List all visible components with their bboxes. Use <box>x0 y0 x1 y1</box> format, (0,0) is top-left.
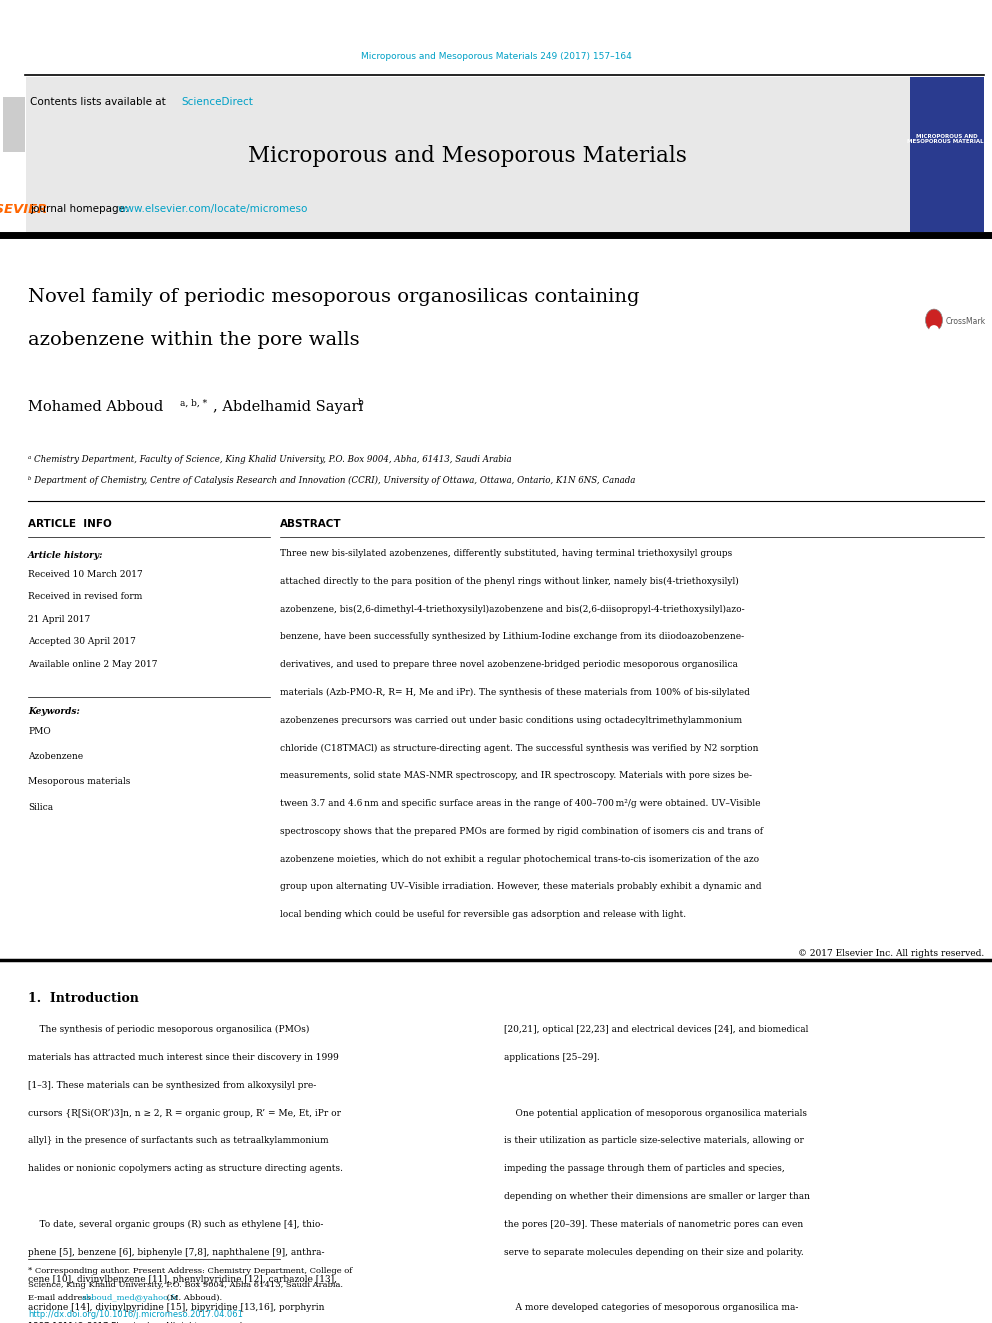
Text: allyl} in the presence of surfactants such as tetraalkylammonium: allyl} in the presence of surfactants su… <box>28 1136 328 1146</box>
Text: the pores [20–39]. These materials of nanometric pores can even: the pores [20–39]. These materials of na… <box>504 1220 804 1229</box>
Text: ᵇ Department of Chemistry, Centre of Catalysis Research and Innovation (CCRI), U: ᵇ Department of Chemistry, Centre of Cat… <box>28 476 635 484</box>
Text: Contents lists available at: Contents lists available at <box>30 97 169 107</box>
Text: journal homepage:: journal homepage: <box>30 204 132 214</box>
Text: group upon alternating UV–Visible irradiation. However, these materials probably: group upon alternating UV–Visible irradi… <box>280 882 762 892</box>
Text: azobenzenes precursors was carried out under basic conditions using octadecyltri: azobenzenes precursors was carried out u… <box>280 716 742 725</box>
Text: Microporous and Mesoporous Materials 249 (2017) 157–164: Microporous and Mesoporous Materials 249… <box>361 53 631 61</box>
Text: azobenzene moieties, which do not exhibit a regular photochemical trans-to-cis i: azobenzene moieties, which do not exhibi… <box>280 855 759 864</box>
Text: CrossMark: CrossMark <box>946 316 986 325</box>
Ellipse shape <box>929 325 939 335</box>
Text: Novel family of periodic mesoporous organosilicas containing: Novel family of periodic mesoporous orga… <box>28 288 640 307</box>
Text: ABSTRACT: ABSTRACT <box>280 519 341 529</box>
Text: E-mail address:: E-mail address: <box>28 1294 96 1302</box>
Text: http://dx.doi.org/10.1016/j.micromeso.2017.04.061: http://dx.doi.org/10.1016/j.micromeso.20… <box>28 1310 243 1319</box>
Text: ARTICLE  INFO: ARTICLE INFO <box>28 519 112 529</box>
Text: One potential application of mesoporous organosilica materials: One potential application of mesoporous … <box>504 1109 807 1118</box>
Text: ELSEVIER: ELSEVIER <box>0 202 49 216</box>
Text: a, b, *: a, b, * <box>180 398 207 407</box>
Text: attached directly to the para position of the phenyl rings without linker, namel: attached directly to the para position o… <box>280 577 739 586</box>
Text: azobenzene within the pore walls: azobenzene within the pore walls <box>28 331 360 349</box>
Text: 1.  Introduction: 1. Introduction <box>28 992 139 1005</box>
Text: cene [10], divinylbenzene [11], phenylpyridine [12], carbazole [13],: cene [10], divinylbenzene [11], phenylpy… <box>28 1275 337 1285</box>
Text: abboud_med@yahoo.fr: abboud_med@yahoo.fr <box>82 1294 179 1302</box>
Text: depending on whether their dimensions are smaller or larger than: depending on whether their dimensions ar… <box>504 1192 810 1201</box>
Text: applications [25–29].: applications [25–29]. <box>504 1053 600 1062</box>
Text: acridone [14], divinylpyridine [15], bipyridine [13,16], porphyrin: acridone [14], divinylpyridine [15], bip… <box>28 1303 324 1312</box>
Bar <box>0 77 26 232</box>
Text: 21 April 2017: 21 April 2017 <box>28 615 90 623</box>
Text: measurements, solid state MAS-NMR spectroscopy, and IR spectroscopy. Materials w: measurements, solid state MAS-NMR spectr… <box>280 771 752 781</box>
Text: phene [5], benzene [6], biphenyle [7,8], naphthalene [9], anthra-: phene [5], benzene [6], biphenyle [7,8],… <box>28 1248 324 1257</box>
Text: is their utilization as particle size-selective materials, allowing or: is their utilization as particle size-se… <box>504 1136 804 1146</box>
Text: ᵃ Chemistry Department, Faculty of Science, King Khalid University, P.O. Box 900: ᵃ Chemistry Department, Faculty of Scien… <box>28 455 512 463</box>
Text: azobenzene, bis(2,6-dimethyl-4-triethoxysilyl)azobenzene and bis(2,6-diisopropyl: azobenzene, bis(2,6-dimethyl-4-triethoxy… <box>280 605 745 614</box>
Text: * Corresponding author. Present Address: Chemistry Department, College of: * Corresponding author. Present Address:… <box>28 1267 352 1275</box>
Text: Keywords:: Keywords: <box>28 708 80 716</box>
Text: [1–3]. These materials can be synthesized from alkoxysilyl pre-: [1–3]. These materials can be synthesize… <box>28 1081 316 1090</box>
Text: derivatives, and used to prepare three novel azobenzene-bridged periodic mesopor: derivatives, and used to prepare three n… <box>280 660 738 669</box>
Text: serve to separate molecules depending on their size and polarity.: serve to separate molecules depending on… <box>504 1248 804 1257</box>
Text: ScienceDirect: ScienceDirect <box>181 97 253 107</box>
Bar <box>25 77 984 232</box>
Text: PMO: PMO <box>28 728 51 736</box>
Text: Mesoporous materials: Mesoporous materials <box>28 778 130 786</box>
Text: The synthesis of periodic mesoporous organosilica (PMOs): The synthesis of periodic mesoporous org… <box>28 1025 310 1035</box>
Text: tween 3.7 and 4.6 nm and specific surface areas in the range of 400–700 m²/g wer: tween 3.7 and 4.6 nm and specific surfac… <box>280 799 761 808</box>
Text: spectroscopy shows that the prepared PMOs are formed by rigid combination of iso: spectroscopy shows that the prepared PMO… <box>280 827 763 836</box>
Bar <box>910 77 984 232</box>
Text: Microporous and Mesoporous Materials: Microporous and Mesoporous Materials <box>248 146 686 167</box>
Text: 1387-1811/© 2017 Elsevier Inc. All rights reserved.: 1387-1811/© 2017 Elsevier Inc. All right… <box>28 1322 245 1323</box>
Text: © 2017 Elsevier Inc. All rights reserved.: © 2017 Elsevier Inc. All rights reserved… <box>798 949 984 958</box>
Text: chloride (C18TMACl) as structure-directing agent. The successful synthesis was v: chloride (C18TMACl) as structure-directi… <box>280 744 759 753</box>
Bar <box>3 97 25 152</box>
Text: Article history:: Article history: <box>28 552 103 560</box>
Text: , Abdelhamid Sayari: , Abdelhamid Sayari <box>213 401 368 414</box>
Ellipse shape <box>926 310 942 331</box>
Text: materials has attracted much interest since their discovery in 1999: materials has attracted much interest si… <box>28 1053 338 1062</box>
Text: impeding the passage through them of particles and species,: impeding the passage through them of par… <box>504 1164 785 1174</box>
Text: benzene, have been successfully synthesized by Lithium-Iodine exchange from its : benzene, have been successfully synthesi… <box>280 632 744 642</box>
Text: Science, King Khalid University, P.O. Box 9004, Abha 61413, Saudi Arabia.: Science, King Khalid University, P.O. Bo… <box>28 1281 343 1289</box>
Text: b: b <box>358 398 364 407</box>
Text: [20,21], optical [22,23] and electrical devices [24], and biomedical: [20,21], optical [22,23] and electrical … <box>504 1025 808 1035</box>
Text: Azobenzene: Azobenzene <box>28 753 83 761</box>
Text: A more developed categories of mesoporous organosilica ma-: A more developed categories of mesoporou… <box>504 1303 799 1312</box>
Text: materials (Azb-PMO-R, R= H, Me and iPr). The synthesis of these materials from 1: materials (Azb-PMO-R, R= H, Me and iPr).… <box>280 688 750 697</box>
Text: Silica: Silica <box>28 803 54 811</box>
Text: MICROPOROUS AND
MESOPOROUS MATERIALS: MICROPOROUS AND MESOPOROUS MATERIALS <box>907 134 987 144</box>
Text: Received in revised form: Received in revised form <box>28 593 143 601</box>
Text: (M. Abboud).: (M. Abboud). <box>164 1294 222 1302</box>
Text: Available online 2 May 2017: Available online 2 May 2017 <box>28 660 158 668</box>
Text: To date, several organic groups (R) such as ethylene [4], thio-: To date, several organic groups (R) such… <box>28 1220 323 1229</box>
Text: local bending which could be useful for reversible gas adsorption and release wi: local bending which could be useful for … <box>280 910 686 919</box>
Text: Three new bis-silylated azobenzenes, differently substituted, having terminal tr: Three new bis-silylated azobenzenes, dif… <box>280 549 732 558</box>
Text: Mohamed Abboud: Mohamed Abboud <box>28 401 168 414</box>
Text: www.elsevier.com/locate/micromeso: www.elsevier.com/locate/micromeso <box>118 204 309 214</box>
Text: cursors {R[Si(OR’)3]n, n ≥ 2, R = organic group, R’ = Me, Et, iPr or: cursors {R[Si(OR’)3]n, n ≥ 2, R = organi… <box>28 1109 341 1118</box>
Text: Received 10 March 2017: Received 10 March 2017 <box>28 570 143 578</box>
Text: halides or nonionic copolymers acting as structure directing agents.: halides or nonionic copolymers acting as… <box>28 1164 343 1174</box>
Text: Accepted 30 April 2017: Accepted 30 April 2017 <box>28 638 136 646</box>
